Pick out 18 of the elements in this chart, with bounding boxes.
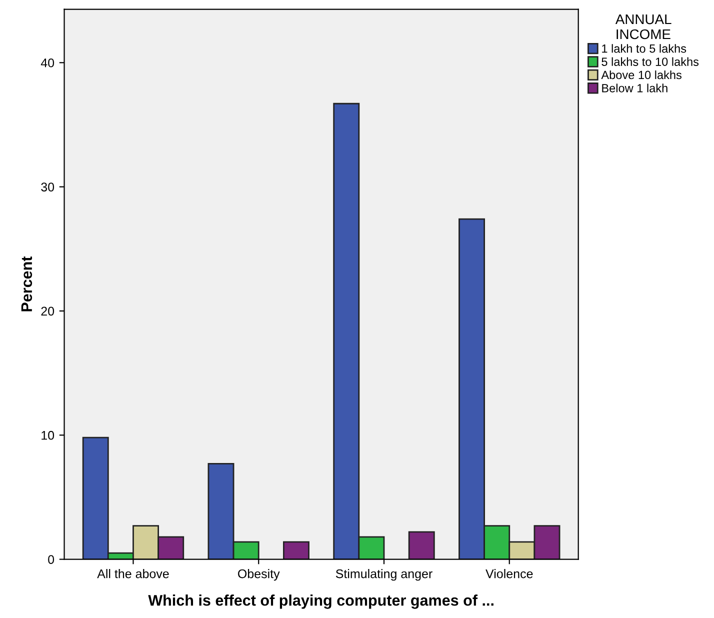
y-tick-label: 0 [48, 555, 54, 564]
x-axis-title: Which is effect of playing computer games of ... [148, 594, 494, 609]
legend-label: 5 lakhs to 10 lakhs [602, 57, 699, 66]
y-tick-label: 20 [41, 306, 54, 316]
legend-label: Above 10 lakhs [601, 70, 682, 80]
x-tick-label: All the above [97, 569, 169, 578]
y-axis-title: Percent [21, 256, 32, 312]
legend-label: Below 1 lakh [602, 84, 668, 92]
x-tick-label: Obesity [238, 569, 280, 581]
legend-label: 1 lakh to 5 lakhs [602, 44, 686, 53]
bar [282, 541, 310, 560]
legend-title: ANNUAL INCOME [615, 14, 672, 40]
x-tick-label: Stimulating anger [336, 569, 432, 581]
y-tick-label: 30 [41, 182, 54, 192]
y-tick-label: 10 [42, 430, 54, 440]
y-tick-label: 40 [40, 58, 54, 68]
x-tick-label: Violence [486, 569, 533, 578]
bar [408, 531, 435, 560]
